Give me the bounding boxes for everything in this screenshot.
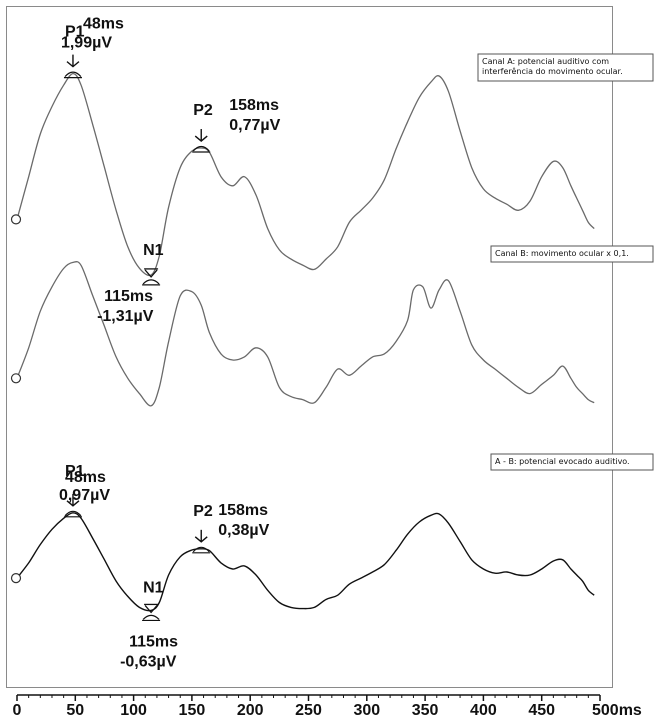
x-tick-label: 100 — [120, 702, 147, 719]
x-tick-label: 450 — [528, 702, 555, 719]
legend-text-1: Canal B: movimento ocular x 0,1. — [495, 249, 629, 258]
peak-label: P1 — [65, 463, 85, 480]
trace-start-marker-2 — [10, 572, 22, 584]
peak-cap — [192, 145, 210, 152]
peak-cap — [142, 279, 160, 285]
peak-amplitude-label: 1,99µV — [61, 35, 112, 52]
trace-start-marker-0 — [10, 214, 22, 225]
peak-amplitude-label: -0,63µV — [120, 653, 177, 670]
legend-text-2: A - B: potencial evocado auditivo. — [495, 457, 630, 466]
legend-box-1 — [490, 245, 654, 263]
x-tick-label: 50 — [66, 702, 84, 719]
peak-latency-label: 48ms — [83, 16, 124, 33]
trace-start-marker-1 — [10, 373, 22, 384]
peak-latency-label: 115ms — [104, 288, 153, 305]
trace-line-0 — [16, 72, 595, 277]
peak-latency-label: 48ms — [65, 469, 106, 486]
x-tick-label: 300 — [353, 702, 380, 719]
peak-label: N1 — [143, 242, 164, 259]
legend-box-0 — [477, 53, 654, 82]
x-tick-label: 250 — [295, 702, 322, 719]
trace-line-2 — [16, 512, 595, 612]
x-tick-label: 0 — [13, 702, 22, 719]
peak-label: P2 — [193, 503, 213, 520]
peak-arrowhead — [194, 536, 208, 543]
peak-amplitude-label: 0,97µV — [59, 487, 110, 504]
peak-amplitude-label: -1,31µV — [97, 308, 154, 325]
x-tick-label: 350 — [412, 702, 439, 719]
peak-amplitude-label: 0,77µV — [229, 117, 280, 134]
peak-latency-label: 158ms — [229, 97, 279, 114]
peak-arrowhead — [144, 269, 158, 278]
x-tick-label: 200 — [237, 702, 264, 719]
x-tick-label: 150 — [179, 702, 206, 719]
peak-label: P1 — [65, 24, 85, 41]
peak-amplitude-label: 0,38µV — [218, 522, 269, 539]
x-tick-label: 500ms — [592, 702, 642, 719]
peak-arrowhead — [144, 605, 158, 614]
peak-latency-label: 115ms — [129, 633, 178, 650]
peak-cap — [192, 546, 210, 553]
chart-panel — [6, 6, 613, 688]
legend-box-2 — [490, 453, 654, 471]
x-tick-label: 400 — [470, 702, 497, 719]
peak-cap — [64, 71, 82, 78]
peak-arrowhead — [66, 61, 80, 68]
peak-arrowhead — [194, 135, 208, 142]
trace-line-1 — [16, 261, 595, 407]
peak-latency-label: 158ms — [218, 502, 268, 519]
peak-label: P2 — [193, 102, 213, 119]
legend-text-0: interferência do movimento ocular. — [482, 66, 623, 76]
peak-label: N1 — [143, 579, 164, 596]
legend-text-0: Canal A: potencial auditivo com — [482, 57, 609, 66]
peak-cap — [142, 614, 160, 620]
peak-arrowhead — [66, 500, 80, 507]
peak-cap — [64, 510, 82, 517]
